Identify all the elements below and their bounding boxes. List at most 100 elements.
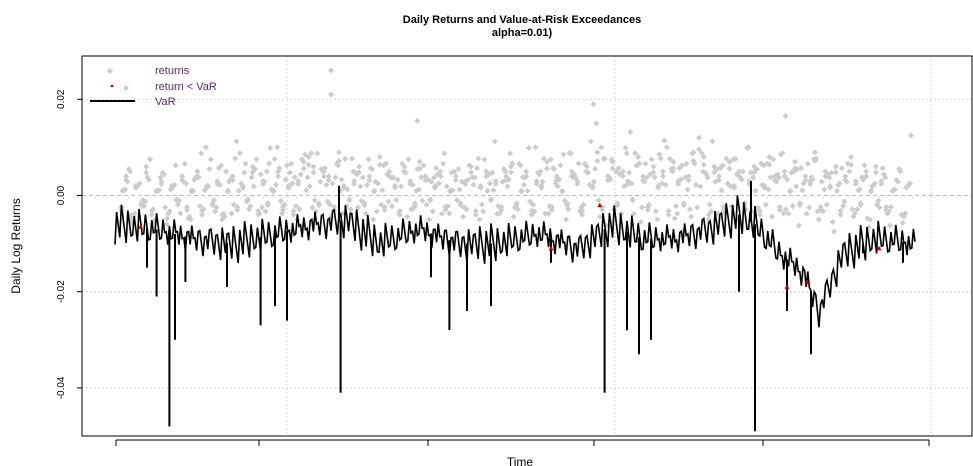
return-point <box>557 162 564 169</box>
return-point <box>196 203 203 210</box>
return-point <box>821 186 828 193</box>
return-point <box>302 151 309 158</box>
return-point <box>399 160 406 167</box>
return-point <box>268 186 275 193</box>
return-point <box>172 162 179 169</box>
return-point <box>583 168 590 175</box>
return-point <box>733 171 740 178</box>
return-point <box>885 208 892 215</box>
return-point <box>282 176 289 183</box>
return-point <box>544 158 550 165</box>
returns-series <box>118 67 914 235</box>
return-point <box>776 204 783 211</box>
return-point <box>827 184 834 191</box>
return-point <box>793 183 800 190</box>
return-point <box>404 213 411 220</box>
return-point <box>812 149 818 156</box>
return-point <box>295 180 302 187</box>
return-point <box>224 188 231 195</box>
legend-returns-label: returns <box>155 65 190 77</box>
return-point <box>700 154 707 161</box>
return-point <box>726 158 733 165</box>
return-point <box>616 171 623 178</box>
return-point <box>654 216 661 223</box>
return-point <box>438 210 445 217</box>
return-point <box>311 197 318 204</box>
return-point <box>704 174 711 181</box>
return-point <box>177 210 184 217</box>
return-point <box>511 204 518 211</box>
return-point <box>499 178 506 185</box>
return-point <box>594 157 601 164</box>
return-point <box>142 198 149 205</box>
return-point <box>300 165 307 172</box>
return-point <box>759 181 766 188</box>
return-point <box>696 146 702 153</box>
return-point <box>643 174 650 181</box>
return-point <box>719 162 726 169</box>
return-point <box>429 208 436 215</box>
return-point <box>684 186 691 193</box>
return-point <box>205 183 212 190</box>
return-point <box>348 155 355 162</box>
return-point <box>538 184 545 191</box>
return-point <box>323 181 330 188</box>
return-point <box>818 178 825 185</box>
return-point <box>411 204 418 211</box>
return-point <box>574 180 581 187</box>
return-point <box>257 171 264 178</box>
return-point <box>594 149 601 156</box>
return-point <box>698 150 705 157</box>
return-point <box>259 204 266 211</box>
return-point <box>883 204 890 211</box>
return-point <box>433 165 440 172</box>
return-point <box>310 169 317 176</box>
return-point <box>607 176 614 183</box>
return-point <box>596 213 603 220</box>
return-point <box>192 174 199 181</box>
return-point <box>677 176 684 183</box>
return-point <box>675 180 682 187</box>
return-point <box>136 180 143 187</box>
return-point <box>370 216 377 223</box>
return-point <box>198 150 205 157</box>
return-point <box>762 201 769 208</box>
return-point <box>851 210 858 217</box>
return-point <box>820 208 827 215</box>
return-point <box>791 168 798 175</box>
return-point <box>817 204 824 211</box>
return-point <box>325 177 332 184</box>
return-point <box>368 166 375 173</box>
return-point <box>682 174 689 181</box>
return-point <box>504 183 511 190</box>
return-point <box>365 156 372 163</box>
return-point <box>324 198 331 205</box>
return-point <box>659 180 666 187</box>
x-axis <box>115 439 930 446</box>
return-point <box>672 203 679 210</box>
return-point <box>350 168 357 175</box>
return-point <box>792 158 798 165</box>
return-point <box>621 183 628 190</box>
return-point <box>502 168 509 175</box>
return-point <box>366 173 373 180</box>
return-point <box>472 211 479 218</box>
return-point <box>674 210 681 217</box>
return-point <box>431 174 438 181</box>
return-point <box>709 138 716 145</box>
return-point <box>700 161 707 168</box>
return-point <box>755 204 762 211</box>
return-point <box>375 180 382 187</box>
return-point <box>520 181 527 188</box>
return-point <box>899 219 906 226</box>
legend-var-label: VaR <box>155 96 176 108</box>
return-point <box>868 188 874 195</box>
return-point <box>652 208 659 215</box>
exceedance-point <box>876 245 882 251</box>
return-point <box>253 156 260 163</box>
return-point <box>247 203 254 210</box>
return-point <box>841 198 848 205</box>
return-point <box>335 162 342 169</box>
return-point <box>556 176 563 183</box>
return-point <box>356 163 362 170</box>
